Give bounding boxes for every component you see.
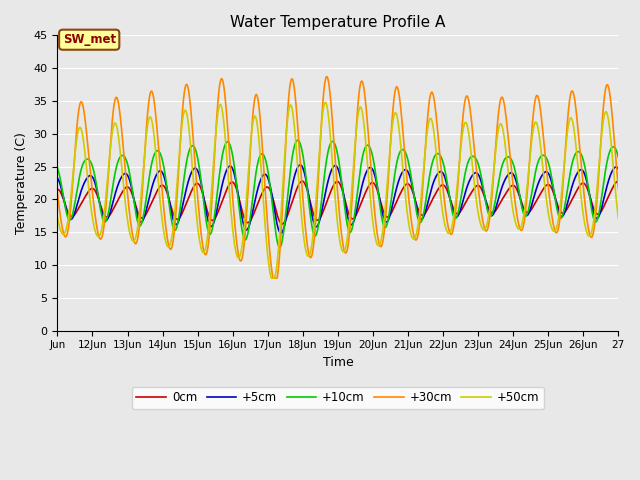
+50cm (321, 99, 329, 105)
0cm (390, 204, 398, 210)
0cm (278, 221, 286, 227)
+10cm (515, 188, 523, 193)
+5cm (277, 230, 285, 236)
+50cm (54, 214, 61, 220)
+10cm (156, 149, 163, 155)
+5cm (614, 166, 622, 172)
Line: +50cm: +50cm (58, 102, 618, 278)
+5cm (515, 189, 523, 195)
+5cm (54, 175, 61, 181)
+10cm (614, 155, 622, 160)
0cm (156, 184, 163, 190)
+50cm (268, 275, 275, 281)
+30cm (269, 275, 277, 281)
+30cm (614, 186, 622, 192)
0cm (298, 178, 306, 184)
Line: +5cm: +5cm (58, 165, 618, 233)
+30cm (323, 74, 331, 80)
+5cm (296, 162, 304, 168)
+50cm (268, 275, 276, 281)
Text: SW_met: SW_met (63, 33, 116, 46)
Line: 0cm: 0cm (58, 181, 618, 224)
+30cm (390, 96, 398, 101)
+30cm (419, 188, 426, 194)
+10cm (472, 156, 480, 162)
+5cm (419, 216, 426, 222)
0cm (515, 192, 523, 197)
0cm (419, 213, 426, 218)
+50cm (156, 190, 163, 195)
0cm (472, 183, 480, 189)
Title: Water Temperature Profile A: Water Temperature Profile A (230, 15, 445, 30)
+50cm (390, 112, 398, 118)
0cm (268, 192, 276, 197)
+50cm (472, 197, 480, 203)
Line: +10cm: +10cm (58, 140, 618, 247)
+10cm (294, 137, 301, 143)
+30cm (54, 190, 61, 196)
+30cm (472, 166, 480, 172)
+10cm (390, 176, 398, 182)
Legend: 0cm, +5cm, +10cm, +30cm, +50cm: 0cm, +5cm, +10cm, +30cm, +50cm (132, 387, 544, 409)
+10cm (54, 165, 61, 170)
+5cm (268, 191, 276, 197)
Y-axis label: Temperature (C): Temperature (C) (15, 132, 28, 234)
0cm (614, 179, 622, 184)
X-axis label: Time: Time (323, 356, 353, 369)
+10cm (419, 216, 426, 221)
+50cm (419, 180, 426, 185)
+5cm (472, 170, 480, 176)
+10cm (268, 197, 276, 203)
+50cm (515, 226, 523, 232)
+5cm (390, 195, 398, 201)
Line: +30cm: +30cm (58, 77, 618, 278)
+5cm (156, 168, 163, 174)
0cm (54, 186, 61, 192)
+30cm (515, 222, 523, 228)
+30cm (156, 154, 163, 159)
+30cm (268, 267, 276, 273)
+50cm (614, 216, 622, 221)
+10cm (276, 244, 284, 250)
